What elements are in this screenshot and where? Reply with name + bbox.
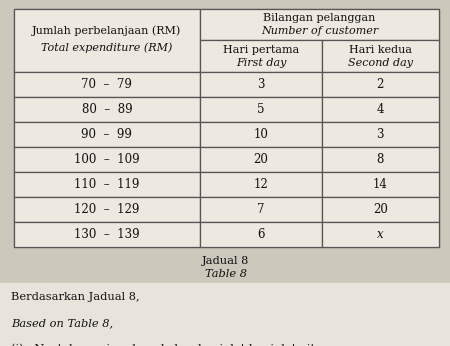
Bar	[200, 197, 322, 222]
Bar	[14, 172, 200, 197]
Bar	[322, 222, 439, 247]
Bar	[14, 9, 439, 247]
Text: Total expenditure (RM): Total expenditure (RM)	[41, 43, 172, 53]
Text: 20: 20	[373, 203, 388, 216]
Text: 6: 6	[257, 228, 265, 241]
Bar	[200, 40, 322, 72]
Text: 5: 5	[257, 103, 265, 116]
Text: 12: 12	[254, 178, 268, 191]
Bar	[322, 72, 439, 97]
Text: Based on Table 8,: Based on Table 8,	[11, 318, 113, 328]
Text: Hari kedua: Hari kedua	[349, 45, 412, 55]
Bar	[0, 283, 450, 346]
Bar	[200, 9, 439, 40]
Text: 120  –  129: 120 – 129	[74, 203, 140, 216]
Text: Berdasarkan Jadual 8,: Berdasarkan Jadual 8,	[11, 292, 140, 302]
Bar	[200, 97, 322, 122]
Text: Bilangan pelanggan: Bilangan pelanggan	[263, 13, 376, 23]
Bar	[14, 9, 200, 72]
Text: Jumlah perbelanjaan (RM): Jumlah perbelanjaan (RM)	[32, 26, 181, 36]
Text: 2: 2	[377, 78, 384, 91]
Bar	[322, 122, 439, 147]
Bar	[200, 122, 322, 147]
Text: Table 8: Table 8	[205, 270, 247, 279]
Text: 130  –  139: 130 – 139	[74, 228, 140, 241]
Bar	[322, 40, 439, 72]
Bar	[14, 122, 200, 147]
Bar	[322, 97, 439, 122]
Text: 70  –  79: 70 – 79	[81, 78, 132, 91]
Text: (i)   Nyatakan saiz selang kelas dan julat bagi data itu.: (i) Nyatakan saiz selang kelas dan julat…	[11, 344, 327, 346]
Bar	[322, 147, 439, 172]
Text: 4: 4	[377, 103, 384, 116]
Text: Second day: Second day	[348, 58, 413, 68]
Text: 90  –  99: 90 – 99	[81, 128, 132, 141]
Text: x: x	[377, 228, 383, 241]
Text: 10: 10	[253, 128, 269, 141]
Bar	[14, 222, 200, 247]
Text: First day: First day	[236, 58, 286, 68]
Text: Number of customer: Number of customer	[261, 27, 378, 36]
Bar	[14, 197, 200, 222]
Text: 3: 3	[377, 128, 384, 141]
Text: 80  –  89: 80 – 89	[81, 103, 132, 116]
Text: 3: 3	[257, 78, 265, 91]
Text: 14: 14	[373, 178, 388, 191]
Text: 20: 20	[253, 153, 269, 166]
Bar	[200, 222, 322, 247]
Text: Hari pertama: Hari pertama	[223, 45, 299, 55]
Bar	[200, 72, 322, 97]
Bar	[200, 147, 322, 172]
Text: 100  –  109: 100 – 109	[74, 153, 140, 166]
Bar	[14, 147, 200, 172]
Text: 7: 7	[257, 203, 265, 216]
Bar	[14, 72, 200, 97]
Bar	[14, 97, 200, 122]
Bar	[322, 197, 439, 222]
Bar	[322, 172, 439, 197]
Text: 110  –  119: 110 – 119	[74, 178, 140, 191]
Text: 8: 8	[377, 153, 384, 166]
Text: Jadual 8: Jadual 8	[202, 256, 250, 265]
Bar	[200, 172, 322, 197]
